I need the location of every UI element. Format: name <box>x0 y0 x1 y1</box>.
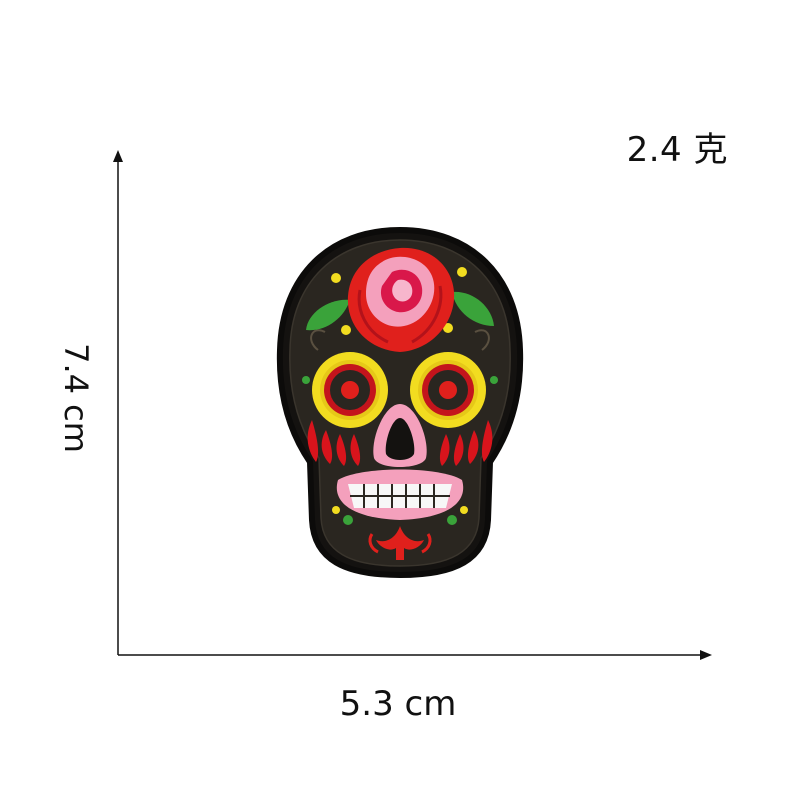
up-arrow-icon <box>113 150 123 162</box>
chin-ornament <box>376 526 424 560</box>
leaf-right-icon <box>452 291 494 326</box>
rose-icon <box>347 247 455 352</box>
left-eye-icon <box>312 352 388 428</box>
width-dimension-label: 5.3 cm <box>339 684 457 724</box>
vertical-axis <box>113 150 123 655</box>
cheek-left <box>307 420 361 466</box>
nose-icon <box>373 404 427 467</box>
right-eye-icon <box>410 352 486 428</box>
horizontal-axis <box>118 650 712 660</box>
weight-label: 2.4 克 <box>626 130 728 170</box>
mouth-teeth-icon <box>336 469 464 520</box>
sugar-skull-patch <box>276 226 524 579</box>
right-arrow-icon <box>700 650 712 660</box>
leaf-left-icon <box>306 299 350 331</box>
cheek-right <box>439 420 493 466</box>
